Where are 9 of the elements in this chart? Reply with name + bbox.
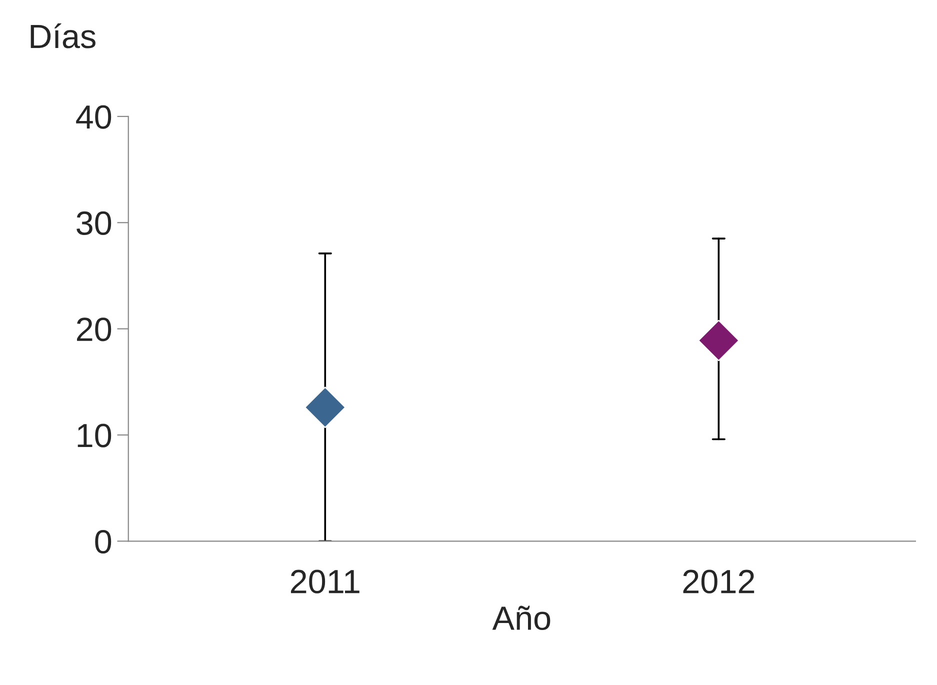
y-tick-label: 10 [78,424,112,448]
y-axis-title: Días [30,23,96,48]
y-tick-label: 40 [76,105,112,129]
x-tick-label: 2012 [683,570,754,594]
y-tick-label: 0 [95,530,112,554]
x-axis-title: Año [492,606,550,630]
y-tick-label: 20 [77,318,112,342]
x-tick-label: 2011 [290,570,360,594]
y-tick-label: 30 [76,211,112,236]
